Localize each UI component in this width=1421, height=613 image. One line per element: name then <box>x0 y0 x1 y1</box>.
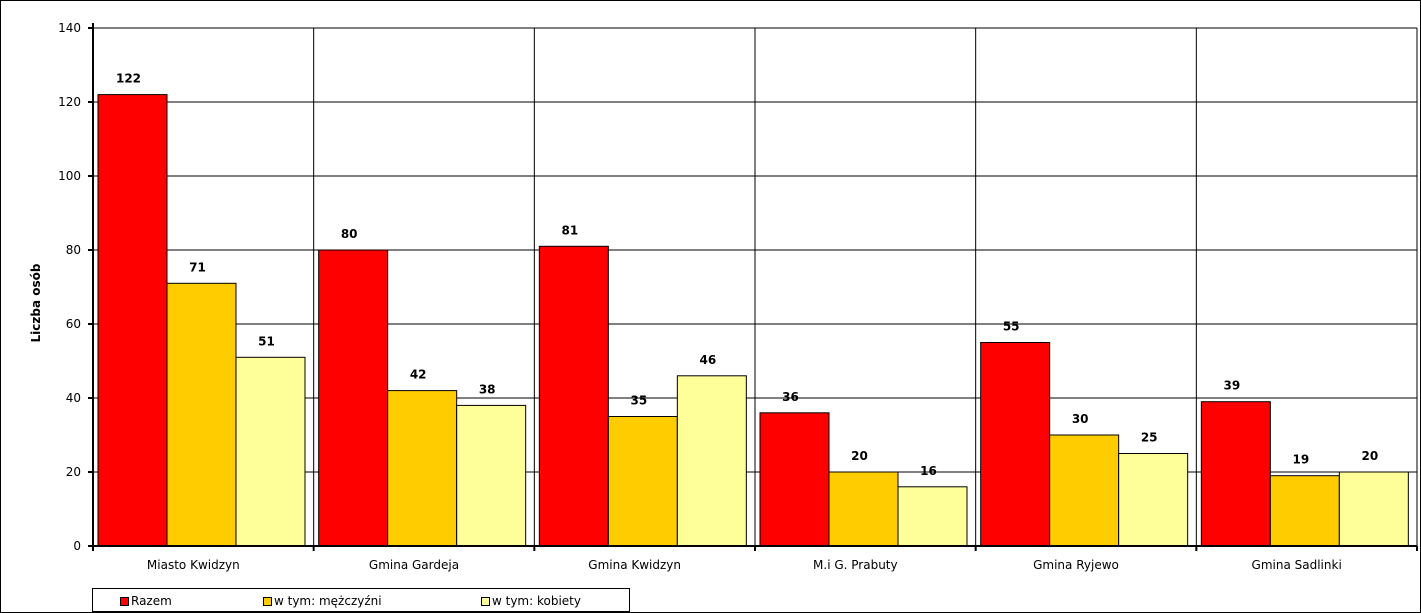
data-label: 25 <box>1141 431 1158 445</box>
data-label: 46 <box>699 353 716 367</box>
data-label: 20 <box>851 449 868 463</box>
y-tick-label: 60 <box>66 317 81 331</box>
bar <box>387 390 458 547</box>
bar <box>897 486 968 547</box>
bar <box>1049 434 1120 547</box>
data-label: 36 <box>782 390 799 404</box>
legend-item: Razem <box>120 594 172 608</box>
data-label: 122 <box>116 72 141 86</box>
bar <box>235 356 306 547</box>
bar <box>759 412 830 547</box>
bar <box>607 416 678 547</box>
x-tick-label: Gmina Sadlinki <box>1252 558 1342 572</box>
legend-item: w tym: kobiety <box>481 594 581 608</box>
data-label: 38 <box>479 382 496 396</box>
bar <box>1269 475 1340 547</box>
bar <box>828 471 899 547</box>
legend-label: Razem <box>131 594 172 608</box>
x-tick-label: Miasto Kwidzyn <box>147 558 240 572</box>
data-label: 39 <box>1223 379 1240 393</box>
y-tick-label: 100 <box>58 169 81 183</box>
data-label: 30 <box>1072 412 1089 426</box>
data-label: 20 <box>1361 449 1378 463</box>
bar <box>676 375 747 547</box>
data-label: 42 <box>410 368 427 382</box>
x-tick-label: Gmina Ryjewo <box>1033 558 1119 572</box>
bar <box>538 245 609 547</box>
y-tick-label: 40 <box>66 391 81 405</box>
bar-chart: 122 71 51 80 42 38 81 35 46 36 20 16 55 30 25 39 19 20 0 20… <box>29 21 1418 572</box>
bar <box>1338 471 1409 547</box>
y-tick-label: 80 <box>66 243 81 257</box>
data-label: 35 <box>630 394 647 408</box>
data-label: 55 <box>1003 320 1020 334</box>
data-label: 19 <box>1292 453 1309 467</box>
y-axis-title: Liczba osób <box>29 263 43 342</box>
x-tick-label: Gmina Gardeja <box>369 558 459 572</box>
data-label: 16 <box>920 464 937 478</box>
bar <box>980 342 1051 547</box>
data-label: 51 <box>258 334 275 348</box>
y-tick-label: 0 <box>73 539 81 553</box>
data-label: 80 <box>341 227 358 241</box>
legend-swatch <box>263 596 272 606</box>
data-label: 71 <box>189 260 206 274</box>
legend-label: w tym: mężczyźni <box>274 594 382 608</box>
bar <box>1200 401 1271 547</box>
bar <box>97 94 168 547</box>
legend-swatch <box>481 596 490 606</box>
data-label: 81 <box>561 223 578 237</box>
bar <box>318 249 389 547</box>
y-tick-label: 140 <box>58 21 81 35</box>
x-tick-label: Gmina Kwidzyn <box>588 558 681 572</box>
legend-label: w tym: kobiety <box>492 594 581 608</box>
legend: Razem w tym: mężczyźni w tym: kobiety <box>92 588 630 612</box>
bar <box>166 282 237 547</box>
bar <box>456 404 527 547</box>
y-tick-label: 120 <box>58 95 81 109</box>
legend-item: w tym: mężczyźni <box>263 594 382 608</box>
y-tick-label: 20 <box>66 465 81 479</box>
legend-swatch <box>120 596 129 606</box>
bar <box>1118 453 1189 547</box>
x-tick-label: M.i G. Prabuty <box>813 558 898 572</box>
